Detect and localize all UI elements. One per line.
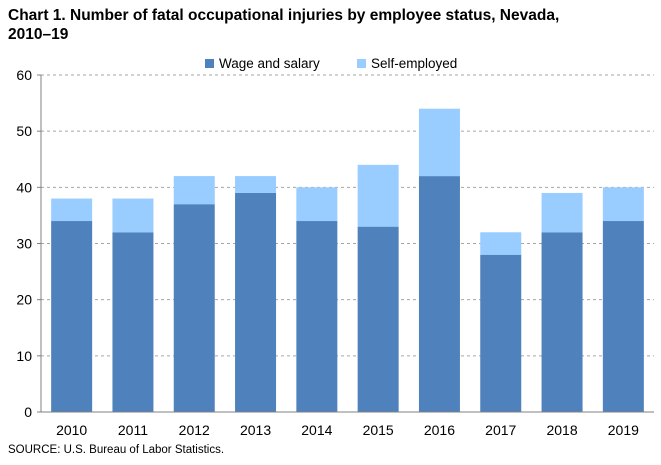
bar-wage-and-salary-2019 xyxy=(602,221,644,412)
y-tick-label-60: 60 xyxy=(16,67,32,83)
x-tick-label-2016: 2016 xyxy=(424,422,455,438)
chart-title: Chart 1. Number of fatal occupational in… xyxy=(8,6,648,44)
bar-wage-and-salary-2015 xyxy=(357,226,399,412)
legend-item-wage-and-salary: Wage and salary xyxy=(205,54,320,72)
chart-title-line-2: 2010–19 xyxy=(8,26,69,43)
x-tick-label-2017: 2017 xyxy=(485,422,516,438)
y-tick-label-40: 40 xyxy=(16,179,32,195)
y-tick-label-0: 0 xyxy=(24,404,32,420)
y-tick-label-50: 50 xyxy=(16,123,32,139)
legend-swatch-self-employed xyxy=(357,58,366,68)
bar-self-employed-2013 xyxy=(235,176,277,193)
legend-label-self-employed: Self-employed xyxy=(371,55,458,71)
bar-self-employed-2017 xyxy=(480,232,522,255)
bar-self-employed-2019 xyxy=(602,187,644,222)
bar-wage-and-salary-2010 xyxy=(51,221,93,412)
bar-wage-and-salary-2011 xyxy=(112,232,154,412)
x-tick-label-2019: 2019 xyxy=(608,422,639,438)
legend-swatch-wage-and-salary xyxy=(205,58,214,68)
legend-label-wage-and-salary: Wage and salary xyxy=(219,55,320,71)
x-tick-label-2011: 2011 xyxy=(118,422,148,438)
x-tick-label-2014: 2014 xyxy=(301,422,332,438)
x-tick-label-2013: 2013 xyxy=(240,422,271,438)
bar-self-employed-2018 xyxy=(541,192,583,233)
bar-wage-and-salary-2018 xyxy=(541,232,583,412)
bar-wage-and-salary-2017 xyxy=(480,254,522,412)
bar-self-employed-2012 xyxy=(173,176,215,205)
chart-legend: Wage and salary Self-employed xyxy=(0,52,661,74)
bar-wage-and-salary-2014 xyxy=(296,221,338,412)
bar-wage-and-salary-2016 xyxy=(418,176,460,412)
y-tick-label-30: 30 xyxy=(16,236,32,252)
bar-wage-and-salary-2012 xyxy=(173,204,215,412)
chart-plot-area: 0 10 20 30 40 50 60 2010 2011 2012 2013 2014 2015 201… xyxy=(16,67,654,438)
chart-title-line-1: Chart 1. Number of fatal occupational in… xyxy=(8,7,560,24)
legend-item-self-employed: Self-employed xyxy=(357,54,457,72)
x-tick-label-2012: 2012 xyxy=(179,422,210,438)
y-tick-label-20: 20 xyxy=(16,292,32,308)
bar-self-employed-2016 xyxy=(418,108,460,177)
x-tick-label-2018: 2018 xyxy=(546,422,577,438)
bar-self-employed-2010 xyxy=(51,198,93,222)
bar-wage-and-salary-2013 xyxy=(235,192,277,412)
source-note: SOURCE: U.S. Bureau of Labor Statistics. xyxy=(8,444,225,456)
bar-self-employed-2015 xyxy=(357,164,399,227)
y-tick-label-10: 10 xyxy=(16,348,32,364)
bar-self-employed-2014 xyxy=(296,187,338,222)
bar-self-employed-2011 xyxy=(112,198,154,233)
x-tick-label-2010: 2010 xyxy=(56,422,87,438)
x-tick-label-2015: 2015 xyxy=(363,422,394,438)
